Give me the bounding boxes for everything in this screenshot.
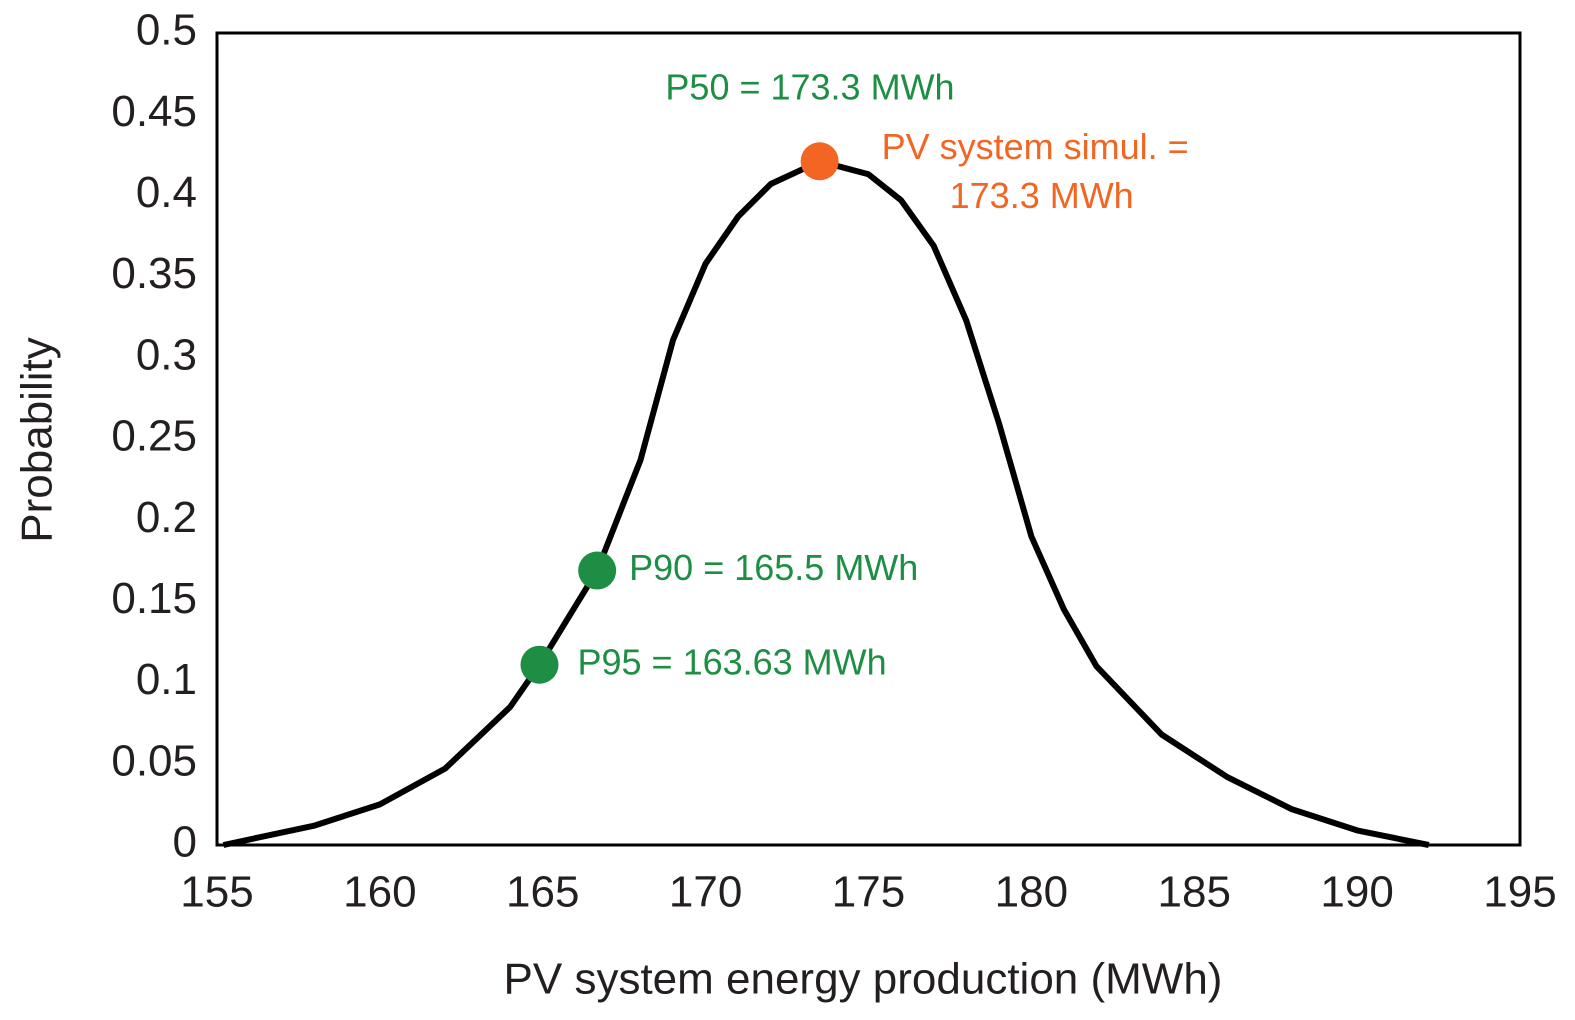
y-tick-label: 0.3 xyxy=(136,330,197,379)
point-label: PV system simul. = xyxy=(882,126,1189,167)
x-tick-label: 155 xyxy=(180,868,253,917)
marker xyxy=(520,645,559,684)
y-tick-label: 0.05 xyxy=(111,736,197,785)
y-tick-label: 0.15 xyxy=(111,574,197,623)
x-tick-label: 190 xyxy=(1320,868,1393,917)
annotation: P50 = 173.3 MWh xyxy=(665,67,954,108)
x-tick-label: 180 xyxy=(995,868,1068,917)
x-tick-label: 165 xyxy=(506,868,579,917)
marker xyxy=(800,142,839,181)
y-tick-label: 0.25 xyxy=(111,412,197,461)
point-label: P95 = 163.63 MWh xyxy=(577,641,886,682)
curve xyxy=(222,158,1430,848)
y-tick-label: 0.4 xyxy=(136,168,197,217)
x-tick-label: 195 xyxy=(1483,868,1556,917)
x-tick-label: 170 xyxy=(669,868,742,917)
x-axis-title: PV system energy production (MWh) xyxy=(504,955,1223,1004)
x-tick-label: 160 xyxy=(343,868,416,917)
x-tick-label: 185 xyxy=(1158,868,1231,917)
y-tick-label: 0.1 xyxy=(136,655,197,704)
point-label: 173.3 MWh xyxy=(950,175,1134,216)
marker xyxy=(578,551,617,590)
y-axis-title: Probability xyxy=(13,337,62,542)
y-tick-label: 0.35 xyxy=(111,249,197,298)
y-tick-label: 0 xyxy=(173,818,197,867)
plot-frame xyxy=(215,31,1522,847)
y-tick-label: 0.45 xyxy=(111,87,197,136)
y-tick-label: 0.5 xyxy=(136,6,197,55)
y-tick-label: 0.2 xyxy=(136,493,197,542)
point-label: P90 = 165.5 MWh xyxy=(629,547,918,588)
x-tick-label: 175 xyxy=(832,868,905,917)
